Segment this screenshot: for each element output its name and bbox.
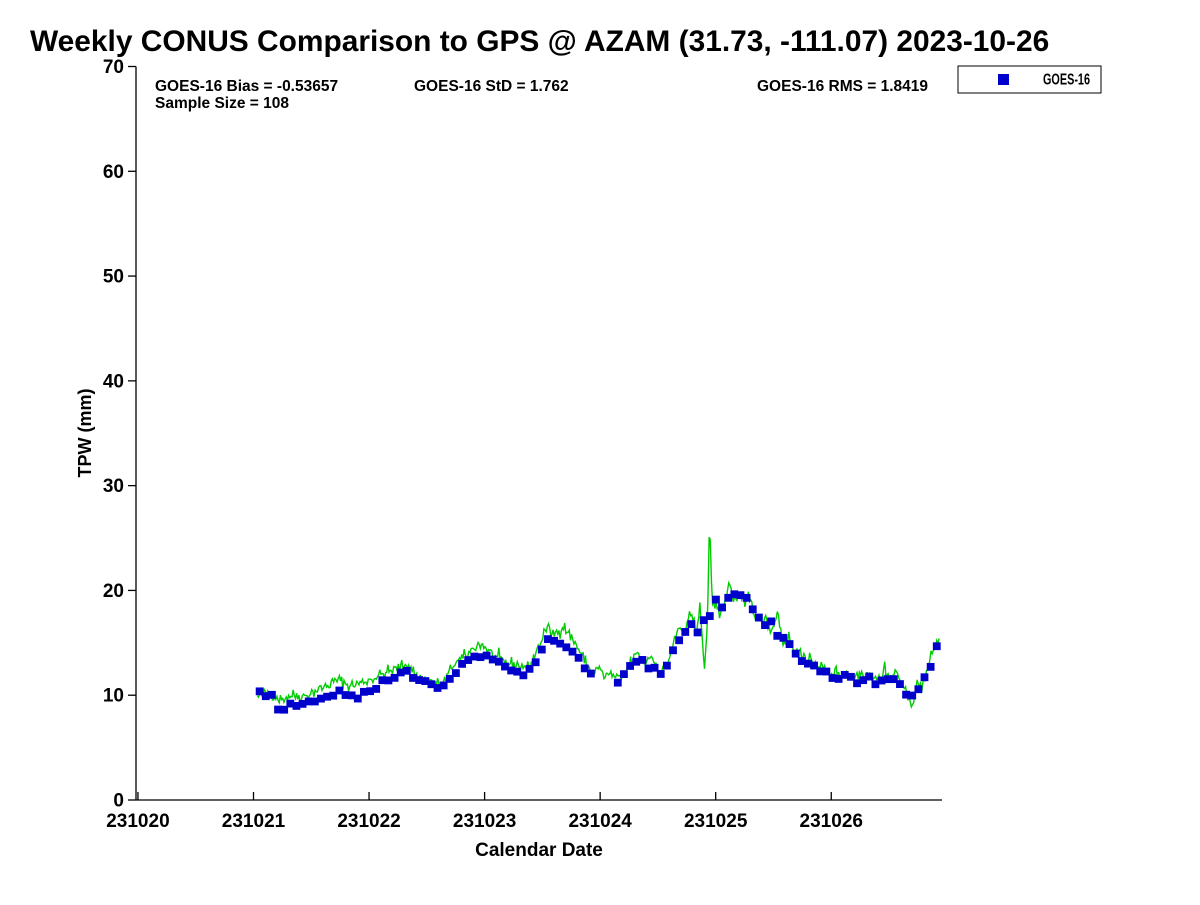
svg-text:60: 60 [103, 162, 124, 183]
svg-text:0: 0 [113, 791, 124, 812]
svg-text:231026: 231026 [800, 811, 863, 832]
svg-text:70: 70 [103, 57, 124, 78]
svg-text:GOES-16: GOES-16 [1043, 72, 1090, 89]
svg-text:GOES-16 Bias = -0.53657: GOES-16 Bias = -0.53657 [155, 78, 338, 95]
svg-text:10: 10 [103, 686, 124, 707]
svg-text:20: 20 [103, 581, 124, 602]
svg-text:50: 50 [103, 267, 124, 288]
svg-text:Calendar Date: Calendar Date [475, 840, 603, 861]
svg-text:231023: 231023 [453, 811, 516, 832]
svg-text:40: 40 [103, 371, 124, 392]
svg-text:231020: 231020 [106, 811, 169, 832]
svg-text:GOES-16 RMS = 1.8419: GOES-16 RMS = 1.8419 [757, 78, 928, 95]
svg-text:231021: 231021 [222, 811, 286, 832]
svg-text:Sample Size = 108: Sample Size = 108 [155, 95, 289, 112]
svg-text:30: 30 [103, 476, 124, 497]
svg-text:231025: 231025 [684, 811, 748, 832]
svg-text:231022: 231022 [337, 811, 400, 832]
svg-text:GOES-16 StD = 1.762: GOES-16 StD = 1.762 [414, 78, 569, 95]
svg-text:231024: 231024 [568, 811, 632, 832]
svg-text:TPW (mm): TPW (mm) [75, 389, 95, 478]
